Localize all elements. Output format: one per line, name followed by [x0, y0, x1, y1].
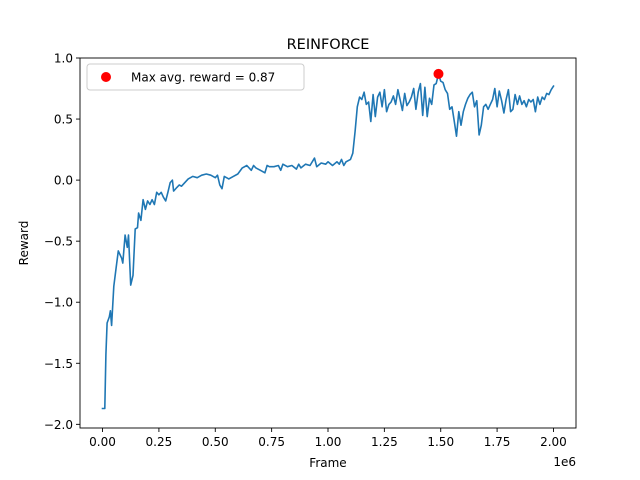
max-reward-marker: [433, 68, 444, 79]
x-axis-offset-label: 1e6: [553, 455, 576, 469]
y-tick-label: 0.5: [54, 113, 73, 127]
y-tick-label: −1.5: [44, 357, 73, 371]
plot-area: [101, 68, 555, 410]
y-tick-label: −2.0: [44, 418, 73, 432]
x-tick-label: 0.00: [89, 435, 116, 449]
x-tick-label: 1.75: [484, 435, 511, 449]
x-tick-label: 1.25: [371, 435, 398, 449]
x-tick-label: 1.50: [427, 435, 454, 449]
y-tick-label: −1.0: [44, 296, 73, 310]
y-tick-label: 0.0: [54, 174, 73, 188]
x-tick-label: 0.50: [202, 435, 229, 449]
x-tick-label: 0.75: [258, 435, 285, 449]
legend: Max avg. reward = 0.87: [86, 63, 305, 91]
x-tick-label: 1.00: [315, 435, 342, 449]
x-axis-label: Frame: [309, 456, 346, 470]
series-line: [101, 73, 555, 410]
y-axis-ticks: −2.0 −1.5 −1.0 −0.5 0.0 0.5 1.0: [44, 52, 80, 432]
x-tick-label: 2.00: [540, 435, 567, 449]
y-axis-label: Reward: [17, 221, 31, 266]
y-tick-label: 1.0: [54, 52, 73, 66]
x-axis-ticks: 0.00 0.25 0.50 0.75 1.00 1.25 1.50 1.75 2.00: [89, 428, 567, 449]
y-tick-label: −0.5: [44, 235, 73, 249]
chart-title: REINFORCE: [287, 37, 370, 53]
x-tick-label: 0.25: [146, 435, 173, 449]
legend-label: Max avg. reward = 0.87: [131, 71, 275, 85]
legend-marker: [101, 72, 111, 82]
plot-frame: [79, 57, 577, 429]
legend-box: [86, 63, 305, 91]
